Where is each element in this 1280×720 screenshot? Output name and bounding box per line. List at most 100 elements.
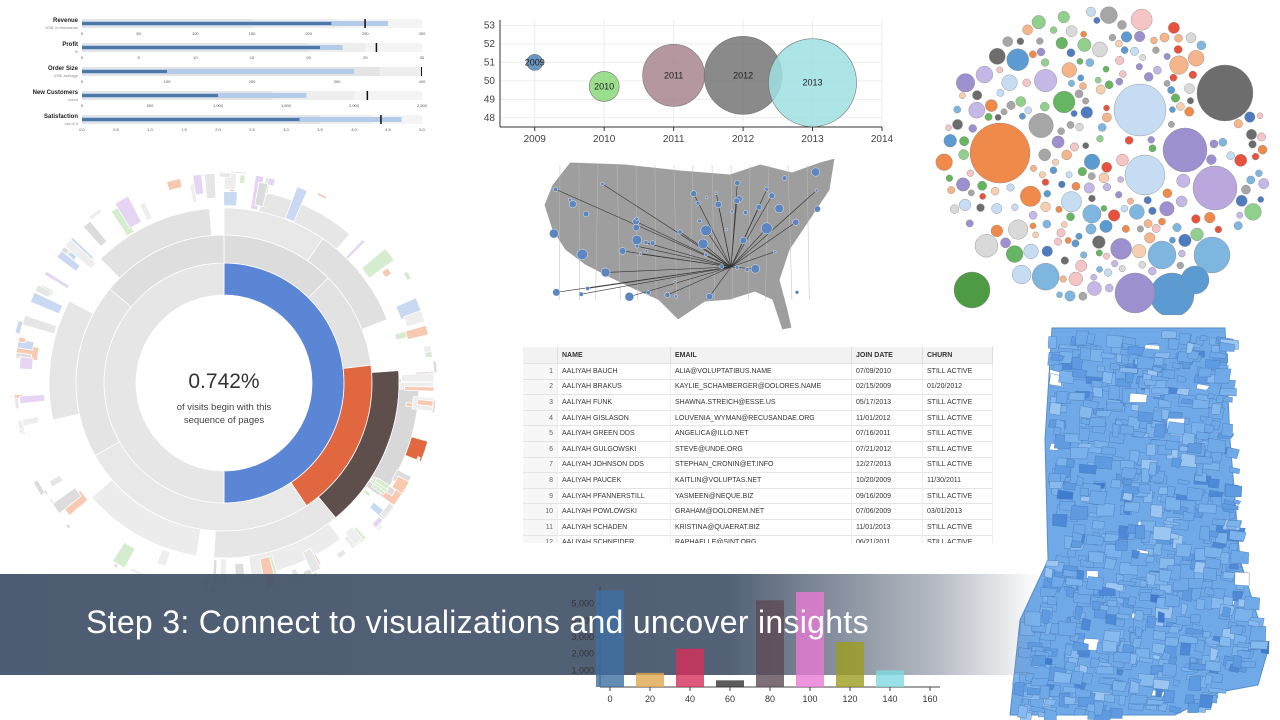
county-shape: [1041, 609, 1051, 624]
county-shape: [1151, 387, 1170, 395]
county-shape: [1188, 676, 1201, 691]
county-shape: [1120, 353, 1130, 366]
bar: [796, 592, 824, 687]
table-cell: KAITLIN@VOLUPTAS.NET: [670, 472, 852, 489]
pack-circle: [1176, 261, 1184, 270]
county-shape: [1216, 394, 1224, 404]
sunburst-outer-segment: [34, 284, 52, 298]
table-row[interactable]: 4 AALIYAH GISLASON LOUVENIA_WYMAN@RECUSAND…: [523, 409, 993, 426]
pack-circle: [1031, 15, 1046, 30]
county-shape: [1058, 370, 1075, 384]
pack-circle: [1054, 237, 1062, 246]
county-shape: [1148, 461, 1158, 477]
bullet-tick-label: 10: [193, 55, 198, 60]
sunburst-outer-segment: [139, 201, 153, 222]
county-shape: [1070, 670, 1084, 685]
county-shape: [1120, 467, 1138, 480]
airport-dot: [773, 250, 777, 254]
county-shape: [1162, 662, 1178, 677]
table-row[interactable]: 8 AALIYAH PAUCEK KAITLIN@VOLUPTAS.NET 10/20…: [523, 472, 993, 489]
sunburst-outer-segment: [156, 548, 171, 567]
county-shape: [1181, 432, 1196, 446]
pack-circle: [1118, 265, 1126, 273]
table-row[interactable]: 9 AALIYAH PFANNERSTILL YASMEEN@NEQUE.BIZ 09…: [523, 487, 993, 504]
sunburst-outer-segment: [110, 205, 135, 237]
pack-circle: [1246, 175, 1256, 185]
table-row[interactable]: 10 AALIYAH POWLOWSKI GRAHAM@DOLOREM.NET 07/…: [523, 503, 993, 520]
sunburst-outer-segment: [192, 173, 204, 196]
sunburst-outer-segment: [112, 561, 120, 570]
county-shape: [1105, 334, 1124, 349]
county-shape: [1172, 679, 1181, 687]
airport-dot: [744, 267, 750, 272]
column-header[interactable]: NAME: [557, 347, 671, 364]
pack-circle: [969, 122, 1031, 184]
county-shape: [1175, 543, 1193, 558]
county-shape: [1086, 576, 1105, 591]
airport-dot: [706, 293, 713, 300]
pack-circle: [1115, 77, 1124, 86]
table-row[interactable]: 12 AALIYAH SCHNEIDER RAPHAELLE@SINT.ORG 06/…: [523, 534, 993, 543]
county-shape: [1195, 431, 1211, 440]
column-header[interactable]: CHURN: [922, 347, 993, 364]
county-shape: [1071, 539, 1084, 549]
table-cell: GRAHAM@DOLOREM.NET: [670, 503, 852, 520]
sunburst-outer-segment: [266, 177, 276, 187]
bubble-label: 2012: [733, 70, 753, 80]
state-border: [654, 164, 657, 301]
county-shape: [1181, 587, 1194, 602]
table-row[interactable]: 2 AALIYAH BRAKUS KAYLIE_SCHAMBERGER@DOLORE…: [523, 378, 993, 395]
county-shape: [1116, 668, 1124, 676]
pack-circle: [1115, 191, 1123, 199]
sunburst-outer-segment: [371, 516, 384, 529]
pack-circle: [1097, 123, 1107, 132]
pack-circle: [1058, 180, 1066, 188]
county-shape: [1226, 520, 1242, 528]
county-shape: [1122, 643, 1134, 654]
table-cell: STILL ACTIVE: [922, 534, 993, 543]
table-row[interactable]: 7 AALIYAH JOHNSON DDS STEPHAN_CRONIN@ET.IN…: [523, 456, 993, 473]
pack-circle: [1070, 142, 1079, 152]
flight-route: [645, 242, 732, 268]
table-cell: 8: [523, 472, 558, 489]
sunburst-caption: of visits begin with this sequence of pa…: [136, 401, 312, 427]
county-shape: [1108, 384, 1120, 400]
bullet-title: Profit: [62, 42, 78, 48]
pack-circle: [1080, 251, 1088, 259]
airport-dot: [750, 264, 760, 274]
airport-dot: [814, 188, 819, 193]
column-header[interactable]: EMAIL: [670, 347, 852, 364]
pack-circle: [990, 224, 1003, 237]
county-shape: [1177, 479, 1191, 486]
sunburst-outer-segment: [345, 238, 366, 260]
county-shape: [1119, 424, 1134, 435]
pack-circle: [1077, 74, 1085, 82]
x-tick-label: 80: [765, 694, 775, 704]
table-row[interactable]: 6 AALIYAH GULGOWSKI STEVE@UNDE.ORG 07/21/20…: [523, 440, 993, 458]
table-cell: 11/30/2011: [922, 472, 993, 489]
table-cell: 03/01/2013: [922, 503, 993, 520]
county-shape: [1204, 424, 1215, 433]
county-shape: [1187, 443, 1202, 454]
county-shape: [1050, 353, 1065, 362]
table-cell: AALIYAH FUNK: [557, 394, 671, 411]
pack-circle: [1158, 217, 1166, 226]
county-shape: [1066, 457, 1075, 469]
table-cell: 07/16/2011: [851, 425, 923, 442]
y-tick-label: 1,000: [571, 665, 594, 675]
column-header-index[interactable]: [523, 347, 558, 364]
pack-circle: [991, 203, 1003, 214]
table-row[interactable]: 11 AALIYAH SCHADEN KRISTINA@QUAERAT.BIZ 11/…: [523, 518, 993, 536]
sunburst-outer-segment: [239, 174, 246, 185]
table-row[interactable]: 1 AALIYAH BAUCH ALIA@VOLUPTATIBUS.NAME 07/0…: [523, 363, 993, 380]
table-row[interactable]: 3 AALIYAH FUNK SHAWNA.STREICH@ESSE.US 05/17…: [523, 394, 993, 411]
pack-circle: [1087, 281, 1102, 296]
county-shape: [1139, 656, 1154, 664]
county-shape: [1138, 592, 1152, 601]
pack-circle: [1196, 64, 1254, 122]
column-header[interactable]: JOIN DATE: [851, 347, 923, 364]
county-shape: [1150, 375, 1170, 382]
airport-dot: [690, 190, 697, 197]
table-row[interactable]: 5 AALIYAH GREEN DDS ANGELICA@ILLO.NET 07/16…: [523, 425, 993, 442]
county-shape: [1070, 447, 1089, 460]
